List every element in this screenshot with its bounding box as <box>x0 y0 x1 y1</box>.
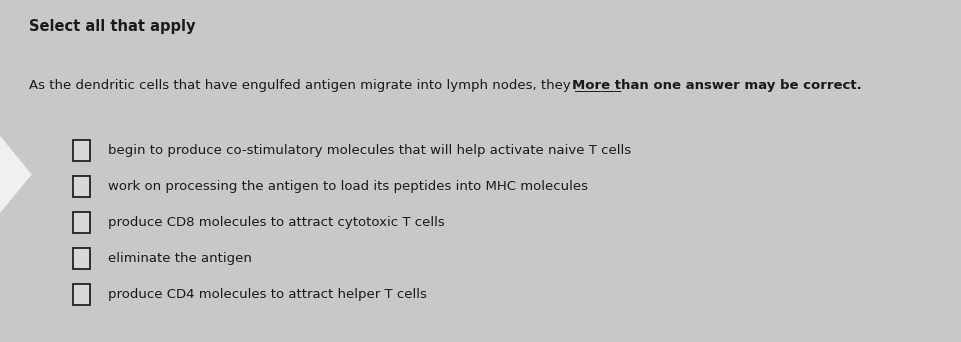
Text: Select all that apply: Select all that apply <box>29 19 195 34</box>
Text: begin to produce co-stimulatory molecules that will help activate naive T cells: begin to produce co-stimulatory molecule… <box>108 144 630 157</box>
Text: More than one answer may be correct.: More than one answer may be correct. <box>572 79 862 92</box>
Text: As the dendritic cells that have engulfed antigen migrate into lymph nodes, they: As the dendritic cells that have engulfe… <box>29 79 626 92</box>
Text: work on processing the antigen to load its peptides into MHC molecules: work on processing the antigen to load i… <box>108 180 587 193</box>
FancyBboxPatch shape <box>73 176 90 197</box>
FancyBboxPatch shape <box>73 284 90 305</box>
Text: produce CD8 molecules to attract cytotoxic T cells: produce CD8 molecules to attract cytotox… <box>108 216 444 229</box>
FancyBboxPatch shape <box>73 140 90 161</box>
FancyBboxPatch shape <box>73 248 90 269</box>
Text: produce CD4 molecules to attract helper T cells: produce CD4 molecules to attract helper … <box>108 288 427 301</box>
Text: eliminate the antigen: eliminate the antigen <box>108 252 252 265</box>
Polygon shape <box>0 137 31 212</box>
FancyBboxPatch shape <box>73 212 90 233</box>
